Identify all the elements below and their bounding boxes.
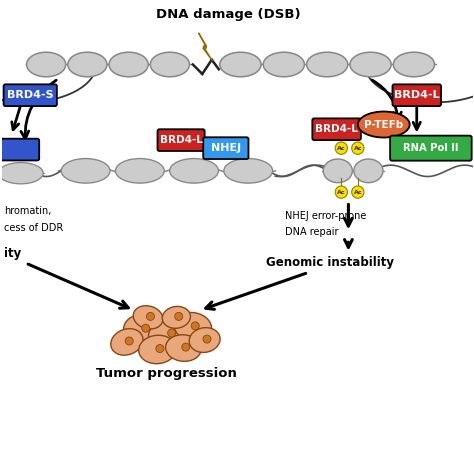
Circle shape xyxy=(335,186,347,198)
Circle shape xyxy=(175,312,182,320)
Ellipse shape xyxy=(0,163,43,184)
Text: NHEJ error-prone: NHEJ error-prone xyxy=(285,211,366,221)
Text: DNA repair: DNA repair xyxy=(285,227,338,237)
Text: DNA damage (DSB): DNA damage (DSB) xyxy=(156,9,301,21)
Circle shape xyxy=(142,324,150,332)
FancyBboxPatch shape xyxy=(4,84,57,106)
Text: Ac: Ac xyxy=(337,146,346,151)
Ellipse shape xyxy=(139,335,176,364)
Circle shape xyxy=(125,337,133,345)
FancyBboxPatch shape xyxy=(157,129,205,151)
Text: Genomic instability: Genomic instability xyxy=(266,256,394,270)
Text: ity: ity xyxy=(4,247,22,260)
FancyBboxPatch shape xyxy=(203,137,248,159)
Ellipse shape xyxy=(358,111,410,137)
Ellipse shape xyxy=(148,318,190,350)
Ellipse shape xyxy=(162,306,191,328)
Circle shape xyxy=(191,322,199,330)
Ellipse shape xyxy=(27,52,66,77)
Text: hromatin,: hromatin, xyxy=(4,206,52,216)
Circle shape xyxy=(168,329,176,337)
Polygon shape xyxy=(199,33,213,61)
Text: NHEJ: NHEJ xyxy=(211,143,241,153)
FancyBboxPatch shape xyxy=(390,136,472,161)
Text: RNA Pol II: RNA Pol II xyxy=(403,143,459,153)
Text: Ac: Ac xyxy=(337,190,346,195)
Circle shape xyxy=(146,312,155,320)
Ellipse shape xyxy=(174,312,211,341)
Ellipse shape xyxy=(109,52,148,77)
Text: BRD4-L: BRD4-L xyxy=(394,90,439,100)
Ellipse shape xyxy=(263,52,304,77)
Text: Ac: Ac xyxy=(354,146,362,151)
Ellipse shape xyxy=(323,159,352,182)
Text: BRD4-S: BRD4-S xyxy=(7,90,54,100)
Ellipse shape xyxy=(307,52,348,77)
Circle shape xyxy=(182,343,190,351)
Circle shape xyxy=(335,142,347,155)
Circle shape xyxy=(352,142,364,155)
Ellipse shape xyxy=(111,328,143,355)
Ellipse shape xyxy=(116,158,164,183)
Circle shape xyxy=(203,335,211,343)
Ellipse shape xyxy=(68,52,107,77)
Text: Ac: Ac xyxy=(354,190,362,195)
Text: BRD4-L: BRD4-L xyxy=(160,135,202,145)
Text: P-TEFb: P-TEFb xyxy=(364,119,403,129)
Ellipse shape xyxy=(165,335,201,361)
Ellipse shape xyxy=(354,159,383,182)
Text: Tumor progression: Tumor progression xyxy=(97,366,237,380)
FancyBboxPatch shape xyxy=(392,84,441,106)
Ellipse shape xyxy=(61,158,110,183)
Ellipse shape xyxy=(350,52,391,77)
Ellipse shape xyxy=(189,328,220,353)
Circle shape xyxy=(156,345,164,353)
Ellipse shape xyxy=(124,314,163,344)
Text: BRD4-L: BRD4-L xyxy=(315,124,358,134)
Ellipse shape xyxy=(150,52,190,77)
Ellipse shape xyxy=(220,52,261,77)
FancyBboxPatch shape xyxy=(0,139,39,160)
Ellipse shape xyxy=(133,306,163,329)
Circle shape xyxy=(352,186,364,198)
Text: cess of DDR: cess of DDR xyxy=(4,223,64,233)
Ellipse shape xyxy=(224,158,273,183)
FancyBboxPatch shape xyxy=(312,118,361,140)
Ellipse shape xyxy=(170,158,219,183)
Ellipse shape xyxy=(393,52,435,77)
